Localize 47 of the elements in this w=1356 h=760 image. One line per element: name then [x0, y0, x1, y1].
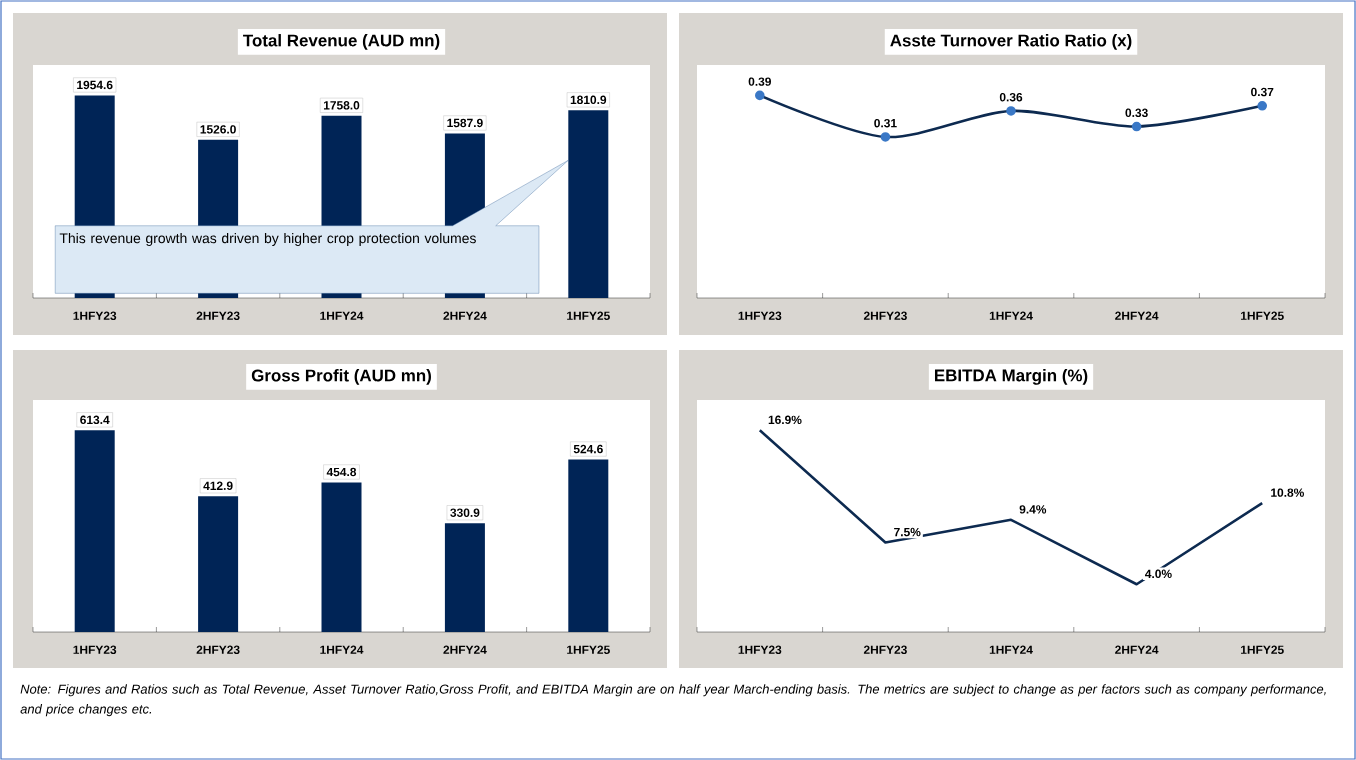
x-tick-label: 1HFY25 [1241, 311, 1284, 320]
x-tick-label: 1HFY25 [567, 311, 610, 320]
chart-title: Asste Turnover Ratio Ratio (x) [890, 34, 1132, 50]
data-label: 613.4 [80, 415, 110, 425]
data-label: 16.9% [768, 415, 802, 425]
data-label: 330.9 [450, 508, 480, 517]
data-label: 9.4% [1019, 505, 1047, 514]
x-tick-label: 2HFY23 [863, 311, 907, 320]
x-tick-label: 2HFY24 [443, 311, 487, 320]
text: Note: Figures and Ratios such as Total Revenue, Asset Turnover Ratio,Gross Profit, and EBITDA Margin are on half year March-ending basis. The metrics are subject to change as per factors such as company performance, and price changes etc. [20, 684, 1326, 717]
data-label: 7.5% [894, 527, 921, 537]
x-tick-label: 2HFY23 [196, 645, 240, 655]
x-tick-label: 1HFY23 [738, 645, 782, 655]
x-tick-label: 1HFY25 [567, 645, 610, 654]
x-tick-label: 2HFY24 [443, 645, 487, 654]
data-label: 0.36 [999, 92, 1023, 102]
x-tick-label: 1HFY24 [989, 645, 1033, 654]
x-tick-label: 2HFY24 [1115, 645, 1159, 654]
annotation: This revenue growth was driven by higher crop protection volumes [59, 232, 476, 246]
chart-title: EBITDA Margin (%) [934, 368, 1088, 385]
x-tick-label: 1HFY24 [989, 311, 1033, 320]
data-label: 1758.0 [323, 101, 360, 110]
data-label: 1587.9 [447, 118, 483, 128]
data-label: 0.31 [874, 118, 897, 128]
data-label: 1954.6 [77, 80, 113, 90]
chart-title: Gross Profit (AUD mn) [251, 369, 431, 385]
data-label: 1810.9 [570, 95, 607, 105]
data-label: 0.37 [1251, 87, 1274, 97]
x-tick-label: 1HFY24 [320, 645, 364, 654]
x-tick-label: 2HFY24 [1115, 311, 1159, 320]
data-label: 524.6 [573, 444, 603, 454]
chart-title: Total Revenue (AUD mn) [243, 34, 440, 50]
x-tick-label: 1HFY24 [320, 311, 364, 320]
data-label: 454.8 [326, 467, 357, 477]
x-tick-label: 2HFY23 [196, 311, 240, 321]
bar [321, 482, 362, 632]
x-tick-label: 1HFY23 [738, 311, 782, 320]
data-label: 0.39 [748, 77, 771, 86]
x-tick-label: 1HFY25 [1241, 645, 1284, 654]
x-tick-label: 2HFY23 [863, 645, 907, 655]
data-label: 4.0% [1145, 569, 1172, 579]
data-label: 0.33 [1125, 108, 1148, 118]
x-tick-label: 1HFY23 [73, 645, 117, 655]
data-label: 412.9 [203, 481, 233, 490]
data-label: 1526.0 [200, 125, 236, 134]
x-tick-label: 1HFY23 [73, 311, 117, 321]
data-label: 10.8% [1271, 488, 1304, 497]
